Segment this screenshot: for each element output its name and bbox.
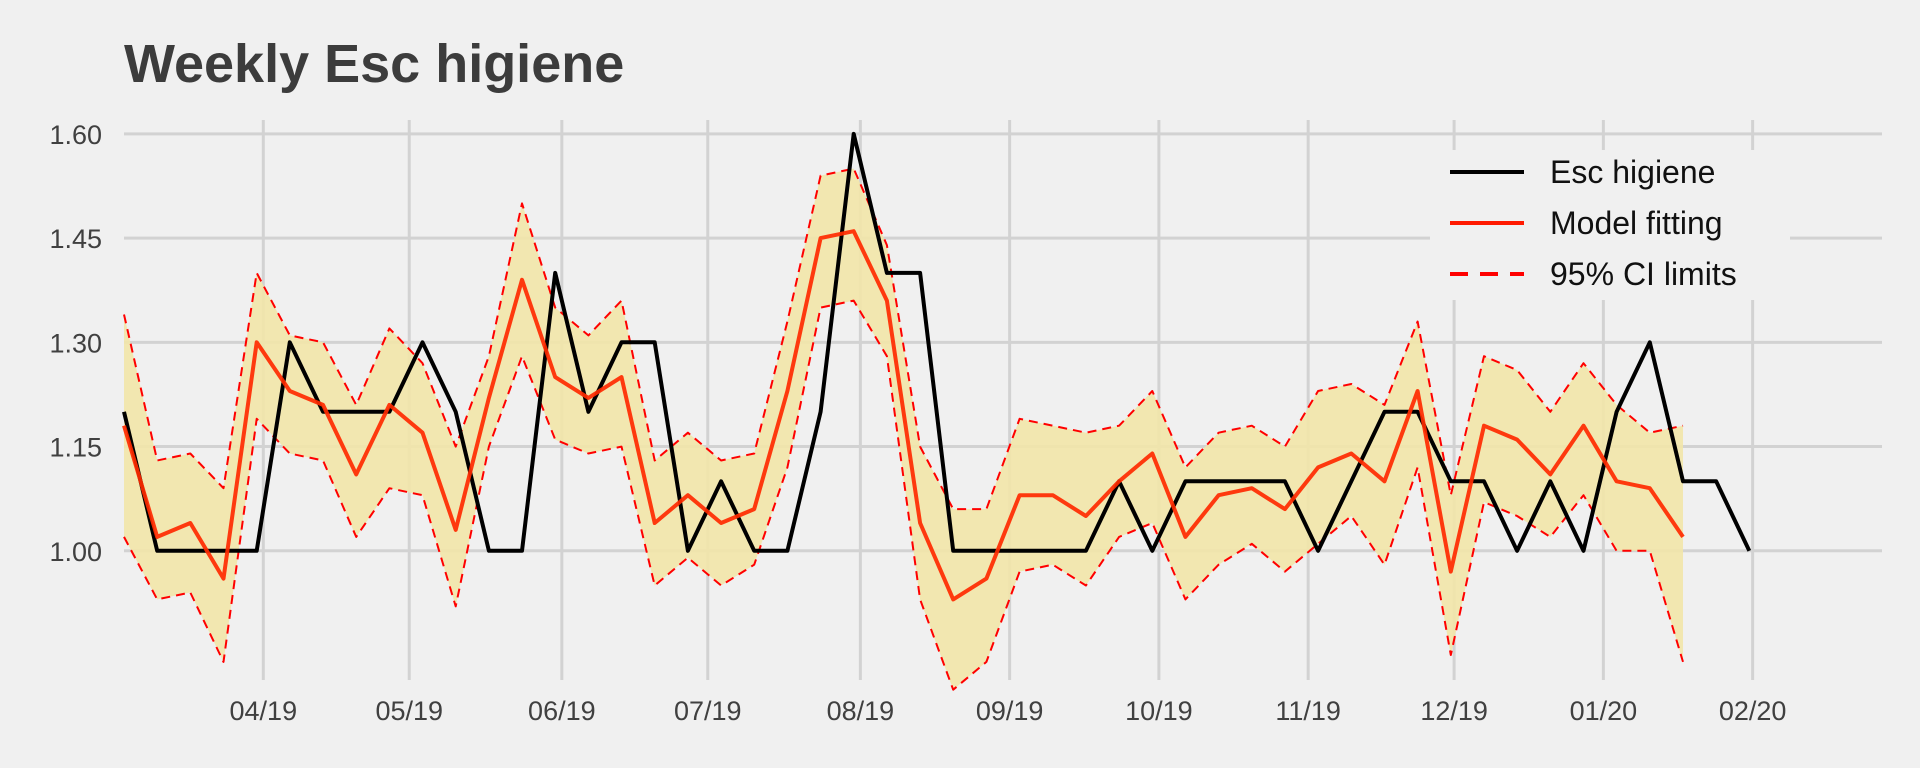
- legend: Esc higiene Model fitting 95% CI limits: [1430, 150, 1790, 300]
- x-tick-label-7: 11/19: [1275, 696, 1341, 726]
- x-tick-label-4: 08/19: [827, 696, 895, 726]
- x-tick-label-5: 09/19: [976, 696, 1044, 726]
- x-tick-label-1: 05/19: [375, 696, 443, 726]
- series-line-observed: [122, 131, 1752, 553]
- y-tick-label-3: 1.45: [49, 224, 102, 254]
- legend-label-ci: 95% CI limits: [1550, 256, 1737, 292]
- x-tick-label-10: 02/20: [1719, 696, 1787, 726]
- y-axis-ticks: 1.00 1.15 1.30 1.45 1.60: [49, 120, 102, 567]
- ci-band: [124, 168, 1683, 690]
- x-axis-ticks: 04/19 05/19 06/19 07/19 08/19 09/19 10/19 11/19…: [230, 696, 1787, 726]
- x-tick-label-8: 12/19: [1420, 696, 1488, 726]
- x-tick-label-6: 10/19: [1125, 696, 1193, 726]
- x-tick-label-9: 01/20: [1570, 696, 1638, 726]
- x-tick-label-3: 07/19: [674, 696, 742, 726]
- y-tick-label-2: 1.30: [49, 328, 102, 358]
- y-tick-label-1: 1.15: [49, 433, 102, 463]
- series-lines: [122, 131, 1752, 691]
- legend-label-observed: Esc higiene: [1550, 154, 1715, 190]
- legend-label-fit: Model fitting: [1550, 205, 1723, 241]
- y-tick-label-4: 1.60: [49, 120, 102, 150]
- series-line-fit: [122, 229, 1685, 602]
- y-tick-label-0: 1.00: [49, 537, 102, 567]
- ci-band-area: [124, 168, 1683, 690]
- x-tick-label-2: 06/19: [528, 696, 596, 726]
- x-tick-label-0: 04/19: [230, 696, 298, 726]
- chart-title: Weekly Esc higiene: [124, 34, 624, 94]
- ci-upper-line: [123, 167, 1684, 511]
